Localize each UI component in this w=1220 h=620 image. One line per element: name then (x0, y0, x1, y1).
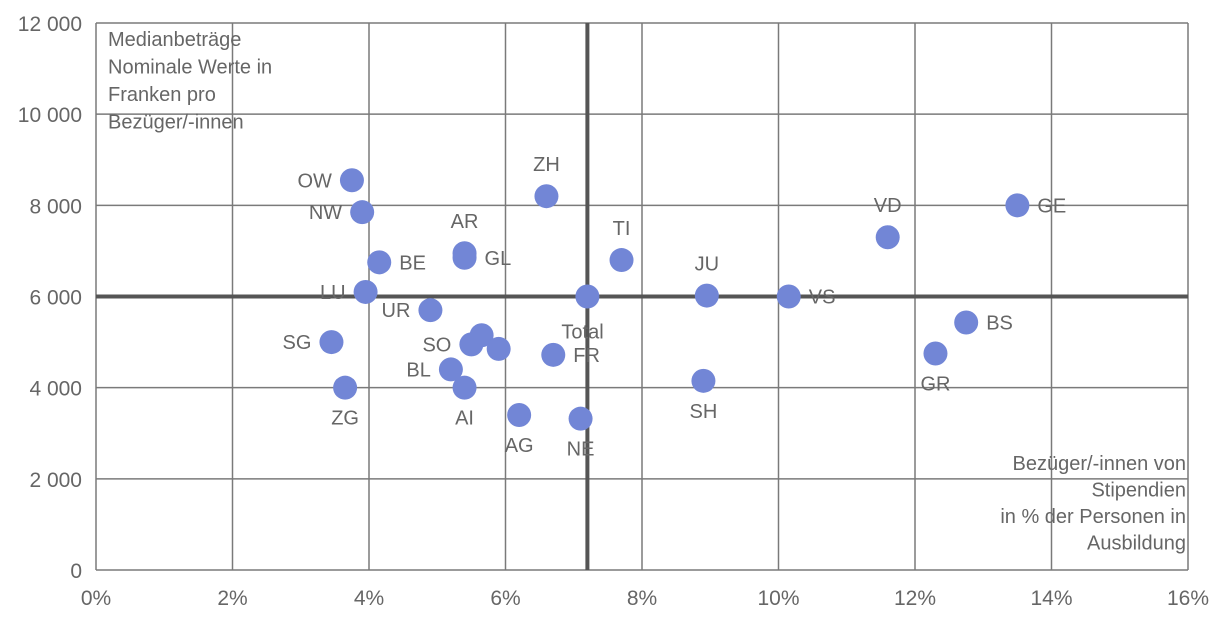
data-point (333, 375, 358, 400)
data-point (319, 330, 344, 355)
y-axis-label-line: Medianbeträge (108, 29, 241, 51)
data-point (923, 341, 948, 366)
point-label: ZH (533, 154, 560, 176)
point-label: SO (422, 334, 451, 356)
data-point (507, 403, 532, 428)
point-label: BS (986, 312, 1013, 334)
point-label: ZG (331, 408, 359, 430)
x-tick-label: 16% (1167, 587, 1209, 610)
point-label: AI (455, 408, 474, 430)
point-label: GE (1037, 195, 1066, 217)
x-tick-label: 0% (81, 587, 111, 610)
point-label: JU (695, 254, 719, 276)
data-point (452, 245, 477, 270)
y-tick-label: 6 000 (29, 287, 82, 310)
point-label: LU (320, 282, 346, 304)
data-point (438, 357, 463, 382)
point-label: Total (561, 322, 603, 344)
x-axis-label-line: Bezüger/-innen von (1013, 453, 1186, 475)
x-axis-ticks: 0% 2% 4% 6% 8% 10% 12% 14% 16% (81, 587, 1209, 610)
y-axis-label-line: Franken pro (108, 84, 216, 106)
data-point (954, 310, 979, 335)
data-point (875, 225, 900, 250)
point-label: SH (690, 401, 718, 423)
data-point (350, 200, 375, 225)
data-point (694, 283, 719, 308)
data-points: OW NW ZH AR GL BE TI JU VS VD GE LU UR Total SG SO FR BL A… (283, 154, 1067, 460)
data-point (367, 250, 392, 275)
x-tick-label: 8% (627, 587, 657, 610)
data-point (339, 168, 364, 193)
x-axis-label-line: Stipendien (1091, 480, 1186, 502)
point-label: GR (920, 373, 950, 395)
point-label: SG (283, 332, 312, 354)
x-tick-label: 6% (490, 587, 520, 610)
x-tick-label: 4% (354, 587, 384, 610)
point-label: UR (382, 300, 411, 322)
y-axis-ticks: 0 2 000 4 000 6 000 8 000 10 000 12 000 (18, 13, 82, 583)
data-point (534, 184, 559, 209)
x-tick-label: 14% (1030, 587, 1072, 610)
y-tick-label: 8 000 (29, 195, 82, 218)
point-label: GL (485, 248, 512, 270)
y-tick-label: 4 000 (29, 378, 82, 401)
data-point (353, 279, 378, 304)
point-label: OW (298, 170, 333, 192)
point-label: BE (399, 252, 426, 274)
x-tick-label: 12% (894, 587, 936, 610)
y-tick-label: 10 000 (18, 104, 82, 127)
x-axis-label-line: in % der Personen in (1000, 506, 1186, 528)
data-point (575, 284, 600, 309)
point-label: BL (406, 359, 430, 381)
point-label: AG (505, 435, 534, 457)
x-tick-label: 2% (217, 587, 247, 610)
point-label: TI (613, 218, 631, 240)
x-axis-label-line: Ausbildung (1087, 533, 1186, 555)
data-point (776, 284, 801, 309)
point-label: NE (567, 439, 595, 461)
point-label: AR (451, 211, 479, 233)
data-point (452, 375, 477, 400)
data-point (691, 368, 716, 393)
data-point (568, 406, 593, 431)
data-point (609, 248, 634, 273)
data-point (1005, 193, 1030, 218)
x-tick-label: 10% (757, 587, 799, 610)
point-label: NW (309, 202, 342, 224)
y-axis-label-line: Nominale Werte in (108, 57, 272, 79)
y-axis-label-line: Bezüger/-innen (108, 112, 244, 134)
point-label: VS (809, 287, 836, 309)
data-point (418, 298, 443, 323)
y-tick-label: 0 (70, 560, 82, 583)
data-point (541, 342, 566, 367)
data-point (486, 336, 511, 361)
x-axis-label: Bezüger/-innen von Stipendien in % der Per… (1000, 453, 1186, 555)
y-tick-label: 12 000 (18, 13, 82, 36)
data-point (469, 323, 494, 348)
y-tick-label: 2 000 (29, 469, 82, 492)
point-label: FR (573, 345, 600, 367)
y-axis-label: Medianbeträge Nominale Werte in Franken pr… (108, 29, 272, 134)
point-label: VD (874, 195, 902, 217)
